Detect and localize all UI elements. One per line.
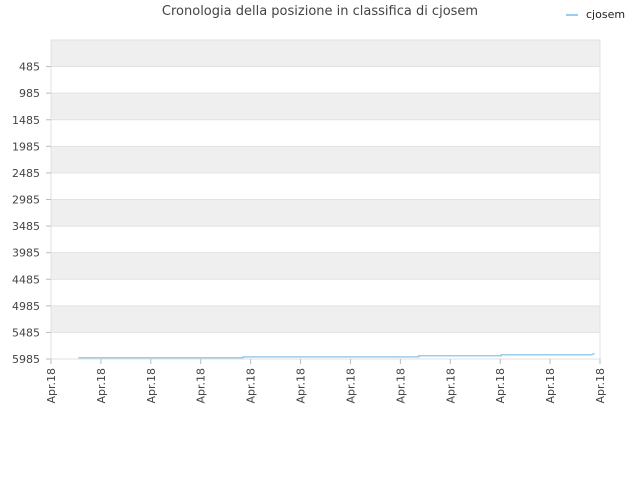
grid-band	[51, 199, 600, 227]
legend: cjosem	[566, 8, 625, 21]
x-tick-label: Apr.18	[594, 368, 607, 404]
legend-swatch	[566, 13, 578, 16]
x-tick-label: Apr.18	[145, 368, 158, 404]
x-tick-label: Apr.18	[45, 368, 58, 404]
grid-band	[51, 40, 600, 67]
y-tick-label: 485	[19, 61, 40, 74]
y-tick-label: 1985	[12, 140, 40, 153]
y-tick-label: 5985	[12, 353, 40, 366]
grid-band	[51, 279, 600, 306]
grid-band	[51, 146, 600, 173]
y-tick-label: 3985	[12, 247, 40, 260]
x-tick-label: Apr.18	[394, 368, 407, 404]
x-tick-label: Apr.18	[344, 368, 357, 404]
series-line-cjosem	[78, 352, 595, 359]
y-tick-label: 3485	[12, 220, 40, 233]
x-tick-label: Apr.18	[95, 368, 108, 404]
y-tick-label: 4485	[12, 273, 40, 286]
grid-band	[51, 172, 600, 200]
x-tick-label: Apr.18	[245, 368, 258, 404]
grid-band	[51, 93, 600, 120]
x-tick-label: Apr.18	[494, 368, 507, 404]
x-tick-label: Apr.18	[195, 368, 208, 404]
y-tick-label: 985	[19, 87, 40, 100]
y-tick-label: 2485	[12, 167, 40, 180]
y-tick-label: 5485	[12, 326, 40, 339]
x-tick-label: Apr.18	[295, 368, 308, 404]
grid-band	[51, 119, 600, 147]
x-tick-label: Apr.18	[544, 368, 557, 404]
y-tick-label: 4985	[12, 300, 40, 313]
y-tick-label: 1485	[12, 114, 40, 127]
x-tick-label: Apr.18	[444, 368, 457, 404]
legend-label-cjosem: cjosem	[586, 8, 626, 21]
grid-band	[51, 252, 600, 280]
grid-band	[51, 305, 600, 333]
grid-band	[51, 66, 600, 94]
y-tick-label: 2985	[12, 194, 40, 207]
chart-title: Cronologia della posizione in classifica…	[161, 4, 479, 19]
grid-band	[51, 226, 600, 253]
